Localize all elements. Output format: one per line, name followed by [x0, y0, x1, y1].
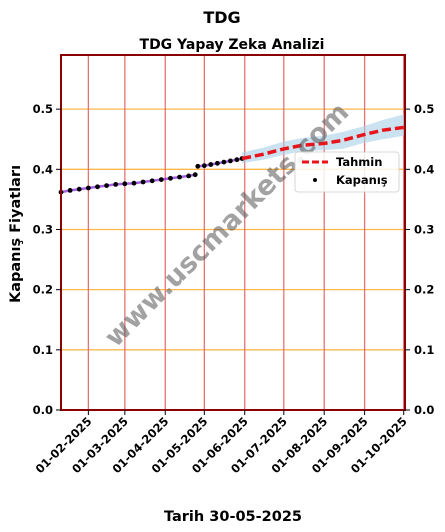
- close-point: [131, 180, 137, 186]
- y-tick-label: 0.3: [33, 222, 53, 236]
- close-point: [168, 175, 173, 181]
- close-point: [221, 159, 227, 165]
- forecast-line: [241, 125, 406, 161]
- y-tick-label: 0.1: [33, 343, 53, 357]
- chart-title: TDG Yapay Zeka Analizi: [140, 37, 325, 53]
- close-point: [122, 181, 128, 187]
- y-tick-label-right: 0.3: [414, 222, 434, 236]
- watermark: www.uscmarkets.com: [99, 97, 356, 354]
- close-point: [208, 162, 214, 167]
- close-points: [58, 156, 245, 195]
- y-tick-label: 0.5: [33, 102, 53, 116]
- close-point: [177, 174, 183, 180]
- close-point: [95, 184, 100, 190]
- y-tick-label-right: 0.2: [414, 283, 434, 297]
- legend: Tahmin Kapanış: [294, 151, 400, 193]
- close-point: [140, 179, 146, 185]
- close-point: [186, 173, 192, 179]
- y-tick-label-right: 0.1: [414, 343, 434, 357]
- legend-close-swatch: [313, 178, 317, 182]
- legend-box: [294, 151, 400, 193]
- close-point: [215, 160, 220, 166]
- y-axis-left: 0.0 0.1 0.2 0.3 0.4 0.5: [33, 102, 61, 417]
- chart-suptitle: TDG: [203, 8, 240, 27]
- y-axis-label: Kapanış Fiyatları: [8, 165, 24, 303]
- watermark-text: www.uscmarkets.com: [99, 97, 356, 354]
- close-point: [195, 163, 201, 169]
- plot-frame: [60, 54, 406, 411]
- close-point: [67, 188, 73, 193]
- y-tick-label: 0.0: [33, 403, 53, 417]
- close-point: [104, 183, 109, 189]
- close-point: [149, 178, 155, 184]
- grid: [61, 55, 405, 410]
- y-tick-label-right: 0.0: [414, 403, 434, 417]
- close-point: [201, 163, 207, 169]
- legend-close-label: Kapanış: [336, 173, 388, 187]
- forecast-path: [241, 125, 406, 161]
- close-point: [228, 158, 233, 164]
- y-tick-label: 0.2: [33, 283, 53, 297]
- confidence-band: [242, 114, 405, 164]
- close-point: [158, 177, 164, 183]
- y-tick-label: 0.4: [33, 162, 53, 176]
- close-point: [192, 172, 198, 178]
- y-tick-label-right: 0.5: [414, 102, 434, 116]
- y-tick-label-right: 0.4: [414, 162, 434, 176]
- forecast-band: [242, 114, 405, 164]
- close-point: [86, 185, 91, 191]
- close-point: [113, 182, 119, 187]
- y-axis-right: 0.0 0.1 0.2 0.3 0.4 0.5: [405, 102, 434, 417]
- close-point: [76, 186, 82, 192]
- trend-segment: [60, 173, 196, 194]
- x-axis: 01-02-202501-03-202501-04-202501-05-2025…: [33, 410, 410, 476]
- x-axis-label: Tarih 30-05-2025: [164, 509, 302, 525]
- legend-forecast-label: Tahmin: [336, 155, 382, 169]
- close-point: [234, 157, 240, 163]
